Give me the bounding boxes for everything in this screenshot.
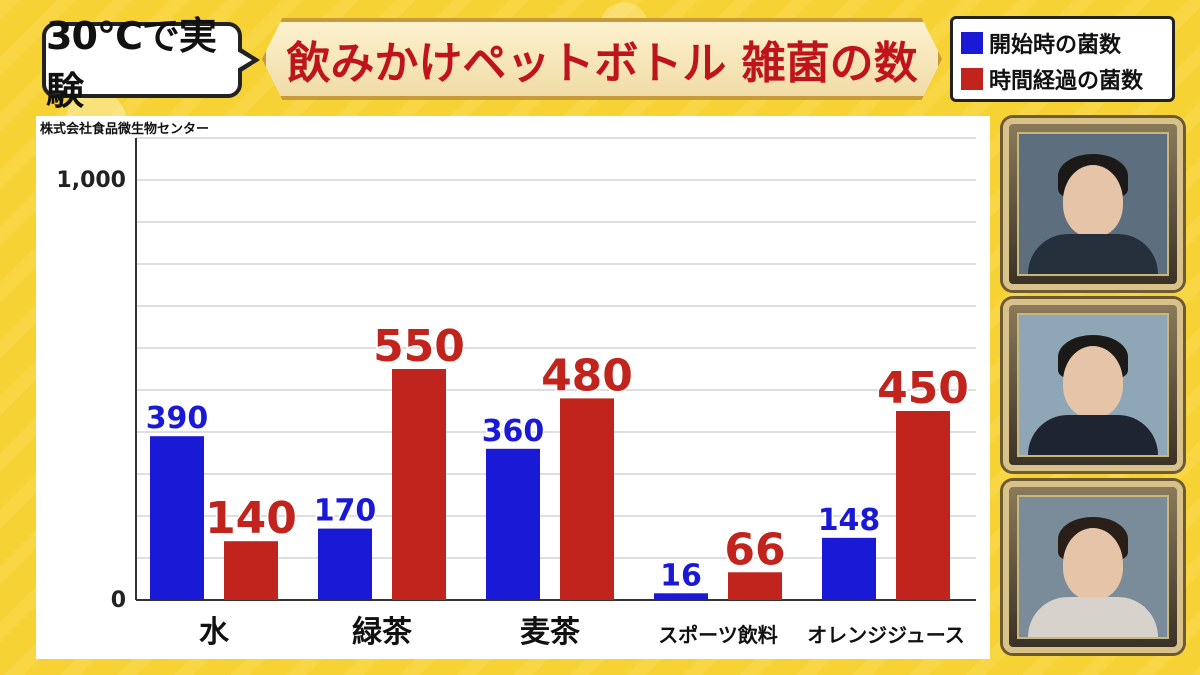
person-body xyxy=(1028,415,1158,455)
bar xyxy=(318,528,372,600)
bar-chart: 0 1,000 390 140 水 170 550 緑茶 360 480 麦茶 16 66 スポーツ飲料 1… xyxy=(56,137,976,650)
x-tick-label: スポーツ飲料 xyxy=(658,623,778,647)
person-body xyxy=(1028,234,1158,274)
legend-item-start: 開始時の菌数 xyxy=(961,25,1164,61)
data-label: 550 xyxy=(373,321,465,372)
person-head xyxy=(1063,164,1123,237)
data-label: 450 xyxy=(877,363,969,414)
bar xyxy=(486,448,540,600)
legend-swatch-elapsed xyxy=(961,68,983,90)
bar xyxy=(224,541,278,600)
video-frame-2 xyxy=(1003,299,1183,471)
bar xyxy=(728,572,782,600)
video-frame-1 xyxy=(1003,118,1183,290)
title-banner: 飲みかけペットボトル 雑菌の数 xyxy=(262,18,942,100)
y-tick-label: 0 xyxy=(111,588,126,613)
y-tick-label: 1,000 xyxy=(56,168,126,193)
tag-pointer-inner xyxy=(237,51,252,69)
bar xyxy=(560,398,614,600)
person-head xyxy=(1063,527,1123,600)
bar xyxy=(150,436,204,600)
chart-title: 飲みかけペットボトル 雑菌の数 xyxy=(286,38,918,89)
video-feed-2 xyxy=(1017,313,1169,457)
x-tick-label: 麦茶 xyxy=(520,615,581,650)
experiment-tag: 30℃で実験 xyxy=(42,14,242,113)
video-feed-3 xyxy=(1017,495,1169,639)
bar xyxy=(392,369,446,600)
data-label: 390 xyxy=(146,401,209,436)
data-label: 16 xyxy=(660,558,702,593)
data-label: 66 xyxy=(724,524,785,575)
data-label: 170 xyxy=(314,494,377,529)
person-body xyxy=(1028,597,1158,637)
bar xyxy=(896,411,950,600)
legend-swatch-start xyxy=(961,32,983,54)
person-head xyxy=(1063,345,1123,418)
legend-label-start: 開始時の菌数 xyxy=(989,33,1122,58)
legend-item-elapsed: 時間経過の菌数 xyxy=(961,61,1164,97)
data-label: 148 xyxy=(818,503,881,538)
data-label: 480 xyxy=(541,350,633,401)
x-tick-label: 水 xyxy=(199,615,230,650)
bar xyxy=(822,537,876,600)
x-tick-label: 緑茶 xyxy=(352,615,413,650)
bar xyxy=(654,593,708,600)
legend: 開始時の菌数 時間経過の菌数 xyxy=(950,16,1175,102)
source-credit: 株式会社食品微生物センター xyxy=(40,122,210,137)
x-tick-label: オレンジジュース xyxy=(807,623,965,647)
data-label: 360 xyxy=(482,414,545,449)
video-feed-1 xyxy=(1017,132,1169,276)
legend-label-elapsed: 時間経過の菌数 xyxy=(989,69,1144,94)
experiment-tag-text: 30℃で実験 xyxy=(46,14,217,113)
data-label: 140 xyxy=(205,493,297,544)
video-frame-3 xyxy=(1003,481,1183,653)
